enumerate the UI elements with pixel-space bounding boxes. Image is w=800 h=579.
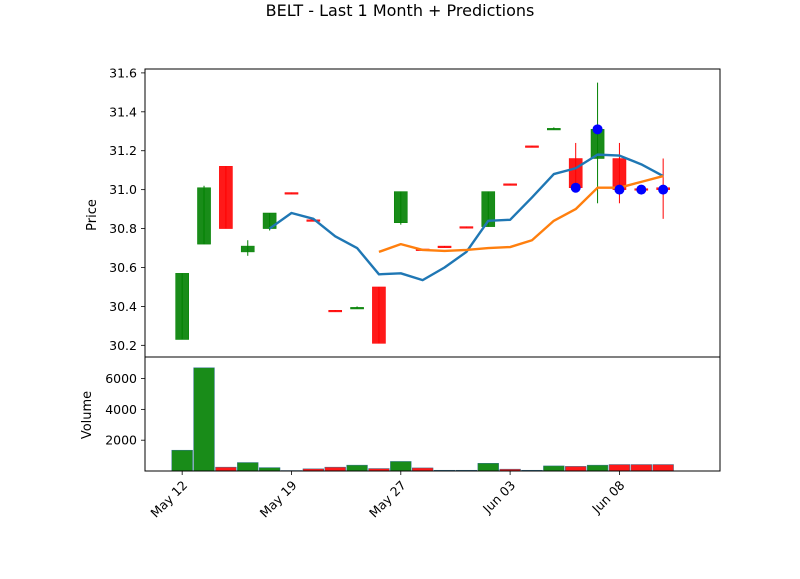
chart-title: BELT - Last 1 Month + Predictions <box>266 1 535 20</box>
prediction-point <box>592 124 603 135</box>
moving-average-line <box>268 153 664 282</box>
candle-body <box>437 245 452 248</box>
volume-bar <box>565 466 587 472</box>
volume-ytick-label: 4000 <box>105 402 137 417</box>
volume-bar <box>608 464 631 472</box>
candle-body <box>350 307 364 310</box>
volume-bar <box>258 467 281 472</box>
volume-bar <box>586 464 609 472</box>
volume-panel: 2000 4000 6000 May 12 May 19 May 27 Jun 03 Jun … <box>105 356 721 521</box>
volume-bar <box>652 464 674 472</box>
price-ytick-label: 30.4 <box>109 299 137 314</box>
price-ytick-label: 31.2 <box>109 143 137 158</box>
prediction-point <box>658 184 669 195</box>
volume-ytick-label: 2000 <box>105 433 137 448</box>
candle-body <box>328 310 343 313</box>
volume-bar <box>237 462 259 472</box>
price-ytick-label: 31.6 <box>109 65 137 80</box>
volume-axis-label: Volume <box>80 391 95 439</box>
candle-body <box>547 128 561 131</box>
volume-bar <box>346 464 368 472</box>
volume-bar <box>215 466 237 472</box>
price-ytick-label: 30.8 <box>109 221 137 236</box>
x-tick-label: Jun 03 <box>479 478 518 517</box>
candle-body <box>175 273 189 340</box>
candle-body <box>219 166 233 229</box>
x-tick-label: May 27 <box>366 478 409 521</box>
volume-bar <box>543 465 565 472</box>
candle-body <box>197 187 211 245</box>
volume-axes-frame <box>144 356 721 472</box>
x-tick-label: May 12 <box>147 478 190 521</box>
volume-bar <box>171 449 193 472</box>
volume-bar <box>477 463 499 472</box>
x-tick-label: Jun 08 <box>588 477 627 516</box>
x-tick-label: May 19 <box>257 477 300 520</box>
prediction-point <box>570 182 581 193</box>
volume-bar <box>390 461 412 472</box>
price-axis-label: Price <box>85 199 100 231</box>
candle-body <box>393 191 408 223</box>
price-ytick-label: 31.4 <box>109 104 137 119</box>
candle-body <box>372 286 386 344</box>
candle-body <box>240 245 255 253</box>
candle-body <box>284 192 299 195</box>
volume-bar <box>630 464 652 472</box>
candle-body <box>481 191 496 227</box>
price-ytick-label: 30.6 <box>109 260 137 275</box>
prediction-point <box>614 184 625 195</box>
price-ytick-label: 31.0 <box>109 182 137 197</box>
price-ytick-label: 30.2 <box>109 338 137 353</box>
candle-body <box>503 183 517 186</box>
price-panel: 30.2 30.4 30.6 30.8 31.0 31.2 31.4 31.6 <box>109 65 721 358</box>
volume-bar <box>193 367 215 472</box>
volume-ytick-label: 6000 <box>105 371 137 386</box>
candle-body <box>525 145 539 148</box>
prediction-point <box>636 184 647 195</box>
candle-body <box>459 226 474 229</box>
volume-bar <box>324 466 346 472</box>
